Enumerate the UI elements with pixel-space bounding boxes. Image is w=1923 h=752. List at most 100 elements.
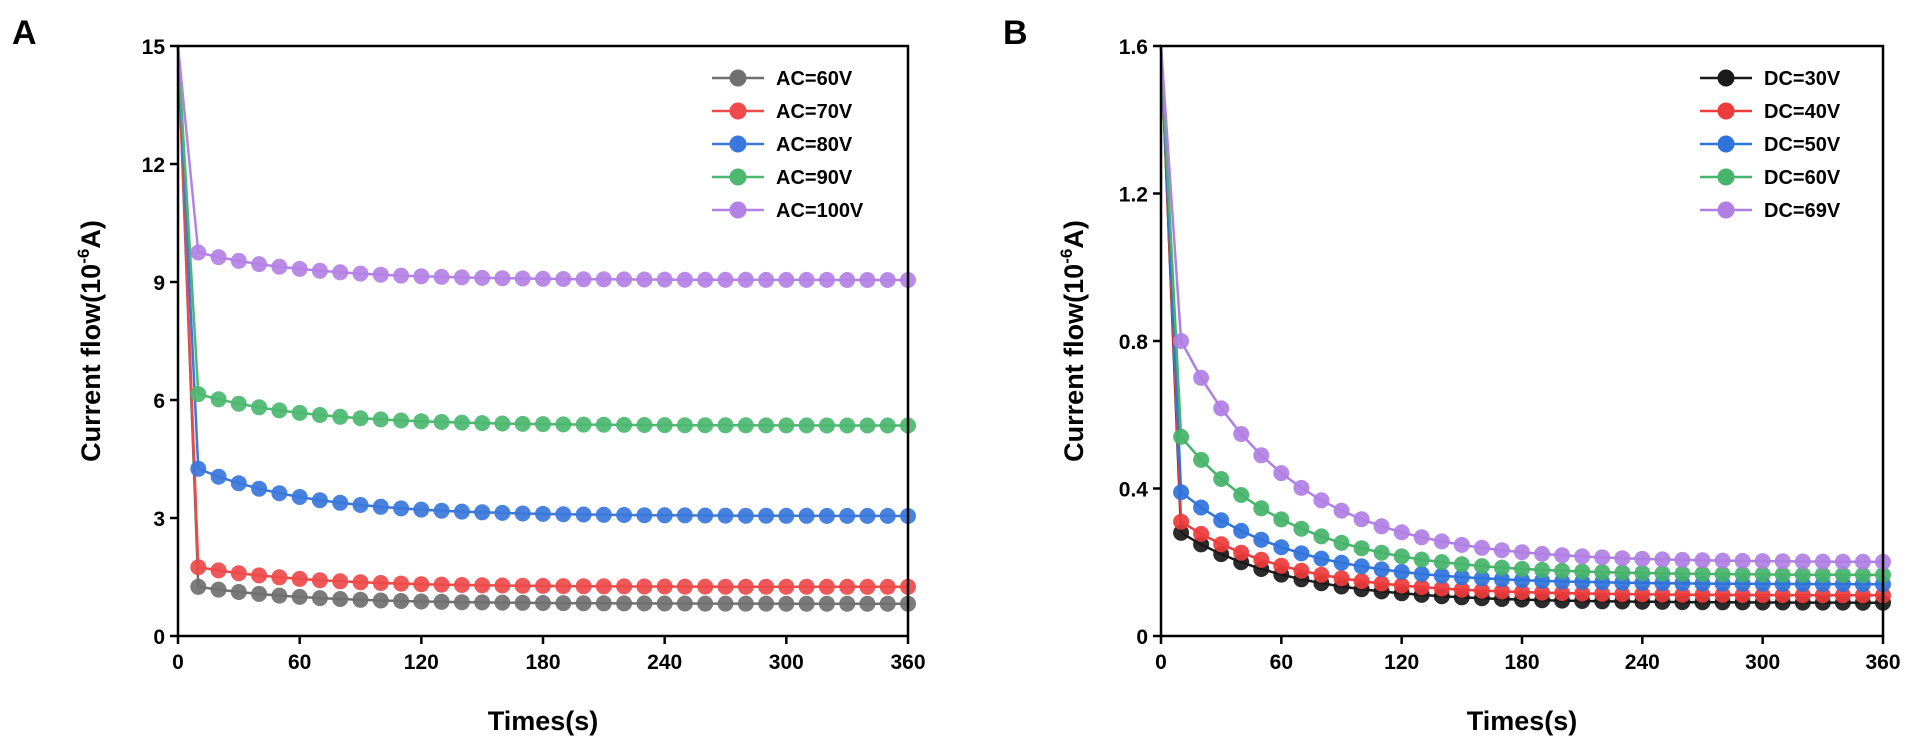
data-point bbox=[514, 577, 531, 594]
data-point bbox=[1594, 564, 1611, 581]
data-point bbox=[595, 416, 612, 433]
data-point bbox=[251, 567, 268, 584]
data-point bbox=[1293, 545, 1310, 562]
data-point bbox=[271, 485, 288, 502]
data-point bbox=[798, 578, 815, 595]
data-point bbox=[332, 264, 349, 281]
data-point bbox=[697, 417, 714, 434]
data-point bbox=[1273, 465, 1290, 482]
data-point bbox=[879, 578, 896, 595]
data-point bbox=[433, 414, 450, 430]
legend-label: AC=100V bbox=[776, 200, 864, 222]
data-point bbox=[717, 595, 734, 612]
data-point bbox=[1273, 539, 1290, 556]
data-point bbox=[676, 271, 693, 288]
data-point bbox=[1193, 451, 1210, 468]
data-point bbox=[1293, 562, 1310, 579]
data-point bbox=[717, 271, 734, 288]
data-point bbox=[311, 572, 328, 589]
data-point bbox=[433, 576, 450, 593]
data-point bbox=[1614, 564, 1631, 581]
legend-item: AC=90V bbox=[712, 167, 853, 189]
data-point bbox=[1714, 566, 1731, 583]
data-point bbox=[778, 595, 795, 612]
data-point bbox=[697, 507, 714, 524]
data-point bbox=[1413, 566, 1430, 582]
data-point bbox=[494, 594, 511, 611]
y-tick-label: 6 bbox=[153, 390, 165, 413]
legend-label: DC=50V bbox=[1764, 134, 1841, 156]
data-point bbox=[798, 595, 815, 612]
data-point bbox=[1193, 499, 1210, 516]
data-point bbox=[453, 414, 470, 431]
data-point bbox=[737, 595, 754, 612]
data-point bbox=[798, 417, 815, 434]
data-point bbox=[494, 577, 511, 594]
data-point bbox=[1333, 534, 1350, 551]
x-tick-label: 120 bbox=[404, 651, 439, 674]
data-point bbox=[1453, 556, 1470, 573]
data-point bbox=[859, 578, 876, 595]
data-point bbox=[879, 272, 896, 288]
data-point bbox=[514, 594, 531, 611]
data-point bbox=[413, 268, 430, 285]
legend-swatch-marker bbox=[729, 168, 747, 186]
data-point bbox=[1594, 549, 1611, 566]
data-point bbox=[1233, 544, 1250, 561]
data-point bbox=[575, 416, 592, 433]
y-tick-label: 12 bbox=[142, 154, 165, 177]
data-point bbox=[1634, 565, 1651, 581]
data-point bbox=[1473, 539, 1490, 556]
data-point bbox=[332, 591, 349, 607]
legend-item: AC=80V bbox=[712, 134, 853, 156]
data-point bbox=[1554, 547, 1571, 564]
series-ac-90v bbox=[176, 45, 916, 434]
y-tick-label: 1.2 bbox=[1119, 184, 1148, 207]
x-tick-label: 0 bbox=[1155, 651, 1167, 674]
data-point bbox=[190, 578, 207, 595]
data-point bbox=[1353, 540, 1370, 557]
legend-label: DC=69V bbox=[1764, 200, 1841, 222]
data-point bbox=[798, 271, 815, 288]
data-point bbox=[1554, 562, 1571, 579]
data-point bbox=[555, 271, 572, 287]
data-point bbox=[656, 507, 673, 524]
data-point bbox=[453, 594, 470, 611]
data-point bbox=[1754, 566, 1771, 583]
data-point bbox=[1173, 513, 1190, 530]
data-point bbox=[453, 577, 470, 593]
data-point bbox=[413, 593, 430, 610]
legend-swatch-marker bbox=[729, 69, 747, 87]
data-point bbox=[778, 507, 795, 524]
data-point bbox=[656, 595, 673, 612]
data-point bbox=[1814, 553, 1831, 570]
data-point bbox=[839, 417, 856, 434]
data-point bbox=[535, 270, 551, 287]
data-point bbox=[697, 271, 714, 288]
data-point bbox=[1233, 426, 1250, 442]
data-point bbox=[818, 271, 835, 288]
data-point bbox=[1674, 551, 1691, 568]
data-point bbox=[636, 271, 653, 288]
y-tick-label: 0.8 bbox=[1119, 331, 1149, 354]
data-point bbox=[595, 578, 612, 595]
x-tick-label: 180 bbox=[1504, 651, 1539, 674]
series-ac-70v bbox=[176, 45, 916, 595]
x-tick-label: 60 bbox=[1270, 651, 1293, 674]
chart-panel-a: 0 60 120 180 240 300 360 0 3 6 9 12 15 Times(s) Curren… bbox=[74, 36, 926, 736]
legend-item: AC=70V bbox=[712, 101, 853, 123]
data-point bbox=[352, 574, 369, 591]
data-point bbox=[1233, 487, 1250, 503]
data-point bbox=[393, 267, 410, 284]
data-point bbox=[1353, 573, 1370, 590]
data-point bbox=[697, 578, 714, 595]
x-tick-label: 360 bbox=[890, 651, 925, 674]
data-point bbox=[1854, 553, 1871, 570]
data-point bbox=[372, 266, 389, 283]
data-point bbox=[251, 585, 268, 602]
data-point bbox=[555, 595, 572, 612]
y-axis-label: Current flow(10-6A) bbox=[1057, 220, 1089, 462]
data-point bbox=[1574, 548, 1591, 565]
panel-label-b: B bbox=[1003, 14, 1028, 52]
data-point bbox=[839, 578, 856, 595]
